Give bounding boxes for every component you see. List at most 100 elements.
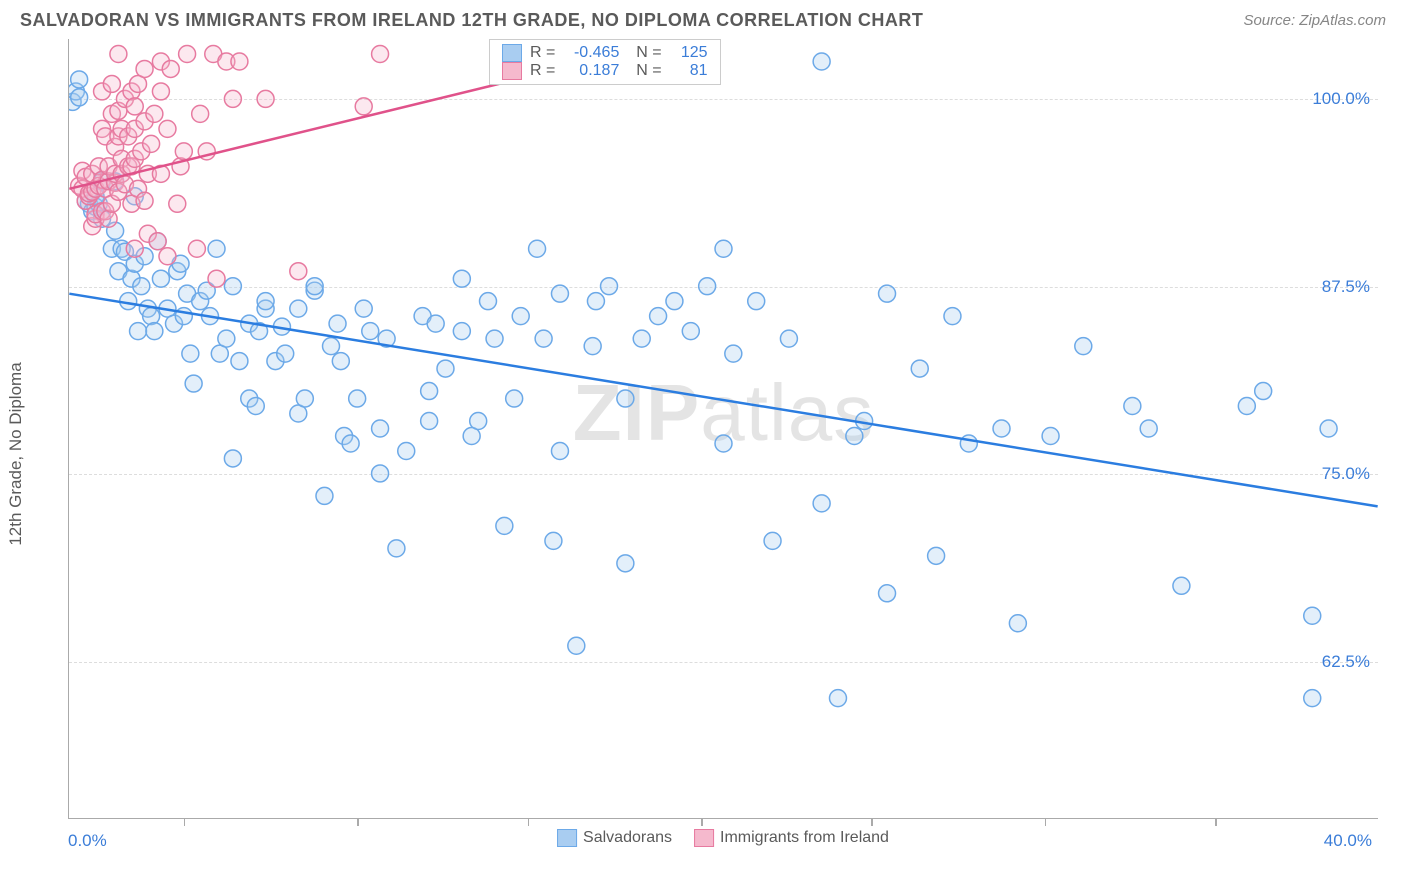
stat-n-1: 125: [670, 44, 708, 62]
data-point: [813, 495, 830, 512]
data-point: [529, 240, 546, 257]
data-point: [185, 375, 202, 392]
data-point: [545, 532, 562, 549]
data-point: [355, 300, 372, 317]
data-point: [496, 517, 513, 534]
data-point: [224, 450, 241, 467]
legend-swatch-1: [557, 829, 577, 847]
data-point: [1238, 398, 1255, 415]
data-point: [388, 540, 405, 557]
data-point: [879, 285, 896, 302]
data-point: [470, 413, 487, 430]
data-point: [829, 690, 846, 707]
data-point: [208, 270, 225, 287]
data-point: [349, 390, 366, 407]
scatter-svg: [69, 39, 1378, 818]
data-point: [277, 345, 294, 362]
data-point: [813, 53, 830, 70]
data-point: [332, 353, 349, 370]
data-point: [944, 308, 961, 325]
data-point: [617, 390, 634, 407]
data-point: [372, 45, 389, 62]
data-point: [398, 442, 415, 459]
data-point: [149, 233, 166, 250]
data-point: [453, 270, 470, 287]
data-point: [1173, 577, 1190, 594]
legend-item-1: Salvadorans: [557, 829, 672, 847]
chart-container: 12th Grade, No Diploma ZIPatlas R = -0.4…: [20, 39, 1386, 849]
data-point: [1320, 420, 1337, 437]
data-point: [506, 390, 523, 407]
data-point: [159, 120, 176, 137]
data-point: [329, 315, 346, 332]
data-point: [133, 278, 150, 295]
data-point: [682, 323, 699, 340]
data-point: [224, 278, 241, 295]
data-point: [551, 442, 568, 459]
data-point: [512, 308, 529, 325]
x-axis-area: 0.0% 40.0% Salvadorans Immigrants from I…: [68, 819, 1378, 849]
data-point: [162, 60, 179, 77]
data-point: [666, 293, 683, 310]
x-start-label: 0.0%: [68, 831, 107, 851]
data-point: [208, 240, 225, 257]
legend-swatch-2: [694, 829, 714, 847]
data-point: [316, 487, 333, 504]
data-point: [143, 135, 160, 152]
data-point: [584, 338, 601, 355]
data-point: [290, 263, 307, 280]
data-point: [453, 323, 470, 340]
data-point: [421, 413, 438, 430]
data-point: [650, 308, 667, 325]
data-point: [601, 278, 618, 295]
y-axis-label: 12th Grade, No Diploma: [6, 362, 26, 545]
legend: Salvadorans Immigrants from Ireland: [557, 829, 889, 847]
data-point: [437, 360, 454, 377]
data-point: [71, 71, 88, 88]
legend-label-2: Immigrants from Ireland: [720, 829, 889, 847]
data-point: [1304, 607, 1321, 624]
data-point: [372, 465, 389, 482]
data-point: [1075, 338, 1092, 355]
data-point: [587, 293, 604, 310]
data-point: [1255, 383, 1272, 400]
data-point: [879, 585, 896, 602]
data-point: [725, 345, 742, 362]
data-point: [372, 420, 389, 437]
data-point: [143, 308, 160, 325]
data-point: [126, 240, 143, 257]
data-point: [342, 435, 359, 452]
plot-area: ZIPatlas R = -0.465 N = 125 R = 0.187 N …: [68, 39, 1378, 819]
data-point: [568, 637, 585, 654]
stat-swatch-1: [502, 44, 522, 62]
data-point: [136, 60, 153, 77]
data-point: [152, 270, 169, 287]
data-point: [617, 555, 634, 572]
chart-source: Source: ZipAtlas.com: [1243, 12, 1386, 29]
data-point: [146, 323, 163, 340]
data-point: [257, 90, 274, 107]
data-point: [1042, 428, 1059, 445]
data-point: [188, 240, 205, 257]
data-point: [231, 353, 248, 370]
chart-header: SALVADORAN VS IMMIGRANTS FROM IRELAND 12…: [0, 0, 1406, 39]
stat-r-2: 0.187: [563, 62, 619, 80]
data-point: [159, 248, 176, 265]
data-point: [928, 547, 945, 564]
stat-row-1: R = -0.465 N = 125: [502, 44, 708, 62]
data-point: [182, 345, 199, 362]
data-point: [179, 45, 196, 62]
stat-r-1: -0.465: [563, 44, 619, 62]
data-point: [780, 330, 797, 347]
data-point: [427, 315, 444, 332]
data-point: [715, 435, 732, 452]
data-point: [103, 75, 120, 92]
data-point: [486, 330, 503, 347]
data-point: [1124, 398, 1141, 415]
data-point: [748, 293, 765, 310]
data-point: [306, 278, 323, 295]
data-point: [362, 323, 379, 340]
x-end-label: 40.0%: [1324, 831, 1372, 851]
data-point: [175, 143, 192, 160]
data-point: [224, 90, 241, 107]
